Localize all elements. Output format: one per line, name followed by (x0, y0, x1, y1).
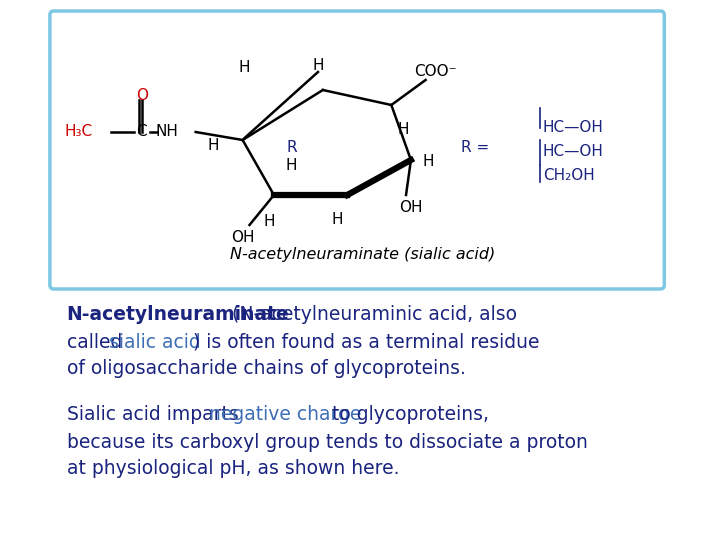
Text: at physiological pH, as shown here.: at physiological pH, as shown here. (66, 460, 399, 478)
Text: negative charge: negative charge (210, 406, 361, 424)
Text: H: H (207, 138, 219, 152)
Text: CH₂OH: CH₂OH (543, 168, 595, 184)
Text: HC—OH: HC—OH (543, 145, 604, 159)
Text: N-acetylneuraminate (sialic acid): N-acetylneuraminate (sialic acid) (230, 247, 495, 262)
Text: N-acetylneuraminate: N-acetylneuraminate (66, 306, 289, 325)
Text: because its carboxyl group tends to dissociate a proton: because its carboxyl group tends to diss… (66, 433, 588, 451)
Text: OH: OH (231, 230, 254, 245)
Text: ) is often found as a terminal residue: ) is often found as a terminal residue (193, 333, 539, 352)
Text: C: C (137, 125, 147, 139)
Text: R: R (287, 140, 297, 156)
Text: H: H (332, 213, 343, 227)
Text: H: H (423, 154, 434, 170)
Text: H: H (239, 60, 251, 76)
Text: NH: NH (156, 125, 178, 139)
Text: HC—OH: HC—OH (543, 120, 604, 136)
Text: H: H (264, 214, 275, 230)
Text: of oligosaccharide chains of glycoproteins.: of oligosaccharide chains of glycoprotei… (66, 360, 465, 379)
Text: H₃C: H₃C (65, 125, 93, 139)
Text: (N-acetylneuraminic acid, also: (N-acetylneuraminic acid, also (226, 306, 517, 325)
Text: H: H (286, 158, 297, 172)
Text: Sialic acid imparts: Sialic acid imparts (66, 406, 244, 424)
Text: sialic acid: sialic acid (109, 333, 200, 352)
Text: H: H (312, 57, 324, 72)
Text: OH: OH (399, 199, 423, 214)
FancyBboxPatch shape (50, 11, 665, 289)
Text: COO⁻: COO⁻ (414, 64, 456, 79)
Text: O: O (136, 87, 148, 103)
Text: to glycoproteins,: to glycoproteins, (325, 406, 489, 424)
Text: R =: R = (461, 140, 489, 156)
Text: called: called (66, 333, 128, 352)
Text: H: H (397, 123, 409, 138)
